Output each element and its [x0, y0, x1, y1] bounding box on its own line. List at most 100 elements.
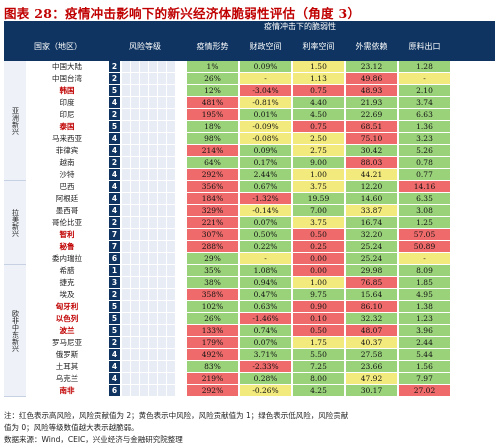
rate-cell: 0.50: [293, 229, 344, 241]
fiscal-cell: 2.44%: [240, 169, 291, 181]
risk-detail-cell: [131, 301, 139, 313]
external-demand-cell: 25.24: [346, 253, 397, 265]
table-row: 哥伦比亚 2 221% 0.07% 3.75 16.74 1.25: [26, 217, 495, 229]
risk-detail-cell: [140, 109, 148, 121]
external-demand-cell: 23.66: [346, 361, 397, 373]
header-external-demand: 外需依赖: [355, 42, 388, 51]
risk-detail-cell: [140, 133, 148, 145]
table-row: 泰国 5 18% -0.09% 0.75 68.51 1.36: [26, 121, 495, 133]
country-name: 乌克兰: [26, 373, 108, 385]
risk-detail-cell: [122, 181, 130, 193]
table-row: 越南 2 64% 0.17% 9.00 88.03 0.78: [26, 157, 495, 169]
raw-export-cell: 1.38: [399, 301, 450, 313]
external-demand-cell: 32.32: [346, 313, 397, 325]
risk-detail-cell: [167, 181, 175, 193]
risk-detail-cell: [122, 145, 130, 157]
risk-detail-cell: [122, 229, 130, 241]
rate-cell: 4.40: [293, 97, 344, 109]
risk-detail-cell: [122, 85, 130, 97]
risk-detail-cell: [158, 205, 166, 217]
risk-detail-cell: [149, 193, 157, 205]
risk-detail-cell: [167, 337, 175, 349]
country-name: 俄罗斯: [26, 349, 108, 361]
region-name: 拉美新兴: [11, 208, 20, 237]
rate-cell: 1.13: [293, 73, 344, 85]
risk-detail-cell: [131, 181, 139, 193]
risk-detail-cell: [122, 361, 130, 373]
country-name: 中国台湾: [26, 73, 108, 85]
risk-detail-cell: [149, 373, 157, 385]
risk-level-value: 2: [109, 73, 120, 85]
table-row: 韩国 5 12% -3.04% 0.75 48.93 2.10: [26, 85, 495, 97]
risk-detail-cell: [167, 289, 175, 301]
fiscal-cell: 1.08%: [240, 265, 291, 277]
country-name: 巴西: [26, 181, 108, 193]
external-demand-cell: 27.58: [346, 349, 397, 361]
risk-detail-cell: [149, 313, 157, 325]
risk-detail-cell: [140, 73, 148, 85]
figure-title: 图表 28：疫情冲击影响下的新兴经济体脆弱性评估（角度 3）: [4, 6, 361, 21]
epidemic-cell: 26%: [187, 313, 238, 325]
group-header-label: 疫情冲击下的脆弱性: [264, 22, 336, 31]
raw-export-cell: 6.35: [399, 193, 450, 205]
risk-detail-cell: [140, 193, 148, 205]
raw-export-cell: 8.09: [399, 265, 450, 277]
risk-detail-cell: [131, 289, 139, 301]
table-row: 中国台湾 2 26% -1.13 49.86-: [26, 73, 495, 85]
table-row: 俄罗斯 4 492% 3.71% 5.50 27.58 5.44: [26, 349, 495, 361]
table-row: 沙特 4 292% 2.44% 1.00 44.21 0.77: [26, 169, 495, 181]
risk-detail-cell: [122, 301, 130, 313]
risk-detail-cell: [167, 229, 175, 241]
epidemic-cell: 358%: [187, 289, 238, 301]
fiscal-cell: 0.28%: [240, 373, 291, 385]
risk-detail-cell: [131, 205, 139, 217]
header-raw-export: 原料出口: [408, 42, 441, 51]
region-label: 拉美新兴: [4, 181, 26, 265]
risk-detail-cell: [167, 253, 175, 265]
raw-export-cell: 2.44: [399, 337, 450, 349]
risk-detail-cell: [167, 361, 175, 373]
risk-detail-cell: [140, 313, 148, 325]
fiscal-cell: 0.17%: [240, 157, 291, 169]
raw-export-cell: 3.74: [399, 97, 450, 109]
raw-export-cell: 1.56: [399, 361, 450, 373]
risk-detail-cell: [122, 205, 130, 217]
fiscal-cell: 0.09%: [240, 145, 291, 157]
raw-export-cell: 1.85: [399, 277, 450, 289]
table-row: 乌克兰 4 219% 0.28% 8.00 47.92 7.97: [26, 373, 495, 385]
country-name: 土耳其: [26, 361, 108, 373]
risk-detail-cell: [140, 325, 148, 337]
risk-detail-cell: [140, 61, 148, 73]
external-demand-cell: 33.87: [346, 205, 397, 217]
risk-detail-cell: [131, 229, 139, 241]
rate-cell: 1.00: [293, 169, 344, 181]
fiscal-cell: 0.50%: [240, 229, 291, 241]
risk-detail-cell: [167, 61, 175, 73]
rate-cell: 7.00: [293, 205, 344, 217]
risk-level-value: 2: [109, 61, 120, 73]
risk-detail-cell: [140, 241, 148, 253]
risk-level-value: 2: [109, 109, 120, 121]
epidemic-cell: 18%: [187, 121, 238, 133]
risk-detail-cell: [158, 73, 166, 85]
region-name: 欧非中东新兴: [11, 309, 20, 352]
epidemic-cell: 26%: [187, 73, 238, 85]
country-name: 印度: [26, 97, 108, 109]
country-name: 马来西亚: [26, 133, 108, 145]
risk-detail-cell: [158, 313, 166, 325]
country-name: 希腊: [26, 265, 108, 277]
header-region: 国家（地区）: [34, 42, 82, 51]
external-demand-cell: 86.10: [346, 301, 397, 313]
risk-detail-cell: [122, 109, 130, 121]
epidemic-cell: 221%: [187, 217, 238, 229]
epidemic-cell: 98%: [187, 133, 238, 145]
external-demand-cell: 30.42: [346, 145, 397, 157]
epidemic-cell: 214%: [187, 145, 238, 157]
table-row: 罗马尼亚 2 179% 0.07% 1.75 40.37 2.44: [26, 337, 495, 349]
raw-export-cell: 1.25: [399, 217, 450, 229]
risk-detail-cell: [140, 157, 148, 169]
risk-detail-cell: [158, 277, 166, 289]
risk-detail-cell: [167, 157, 175, 169]
risk-detail-cell: [167, 313, 175, 325]
risk-detail-cell: [131, 241, 139, 253]
